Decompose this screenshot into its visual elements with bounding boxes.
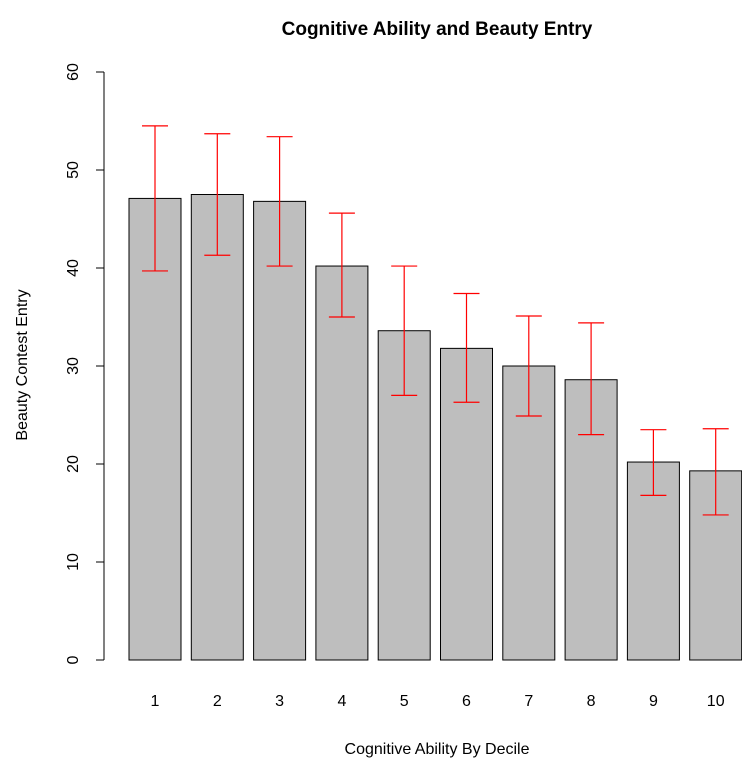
x-tick-label: 10 xyxy=(707,693,725,710)
error-bar-decile-6 xyxy=(453,292,480,403)
y-tick-label: 20 xyxy=(65,455,82,473)
y-tick-label: 0 xyxy=(65,655,82,664)
x-tick-label: 2 xyxy=(213,693,222,710)
error-bar-decile-4 xyxy=(328,212,355,318)
bar-decile-1 xyxy=(128,197,182,661)
error-bars xyxy=(142,125,729,516)
x-tick-label: 5 xyxy=(400,693,409,710)
y-axis-ticks: 0 10 20 30 40 50 60 xyxy=(65,63,104,664)
y-tick-label: 40 xyxy=(65,259,82,277)
error-bar-decile-8 xyxy=(578,322,605,436)
bar-decile-4 xyxy=(315,265,369,661)
error-bar-decile-3 xyxy=(266,136,293,267)
x-axis-label: Cognitive Ability By Decile xyxy=(345,741,530,758)
error-bar-decile-9 xyxy=(640,429,667,496)
y-axis-label: Beauty Contest Entry xyxy=(14,289,31,440)
error-bar-decile-2 xyxy=(204,133,231,256)
x-tick-label: 1 xyxy=(151,693,160,710)
x-tick-label: 7 xyxy=(524,693,533,710)
bar-decile-2 xyxy=(190,194,244,661)
x-tick-label: 4 xyxy=(337,693,346,710)
error-bar-decile-7 xyxy=(515,315,542,417)
x-tick-label: 3 xyxy=(275,693,284,710)
error-bar-decile-5 xyxy=(391,265,418,396)
bar-decile-7 xyxy=(502,365,556,661)
error-bar-decile-1 xyxy=(142,125,168,272)
x-tick-label: 6 xyxy=(462,693,471,710)
y-tick-label: 10 xyxy=(65,553,82,571)
chart-title: Cognitive Ability and Beauty Entry xyxy=(282,19,593,40)
x-tick-label: 9 xyxy=(649,693,658,710)
x-axis-tick-labels: 1 2 3 4 5 6 7 8 9 10 xyxy=(151,693,725,710)
y-tick-label: 50 xyxy=(65,161,82,179)
x-tick-label: 8 xyxy=(587,693,596,710)
y-tick-label: 30 xyxy=(65,357,82,375)
y-tick-label: 60 xyxy=(65,63,82,81)
bar-decile-3 xyxy=(253,200,307,661)
error-bar-decile-10 xyxy=(702,428,729,516)
bars xyxy=(128,194,742,661)
